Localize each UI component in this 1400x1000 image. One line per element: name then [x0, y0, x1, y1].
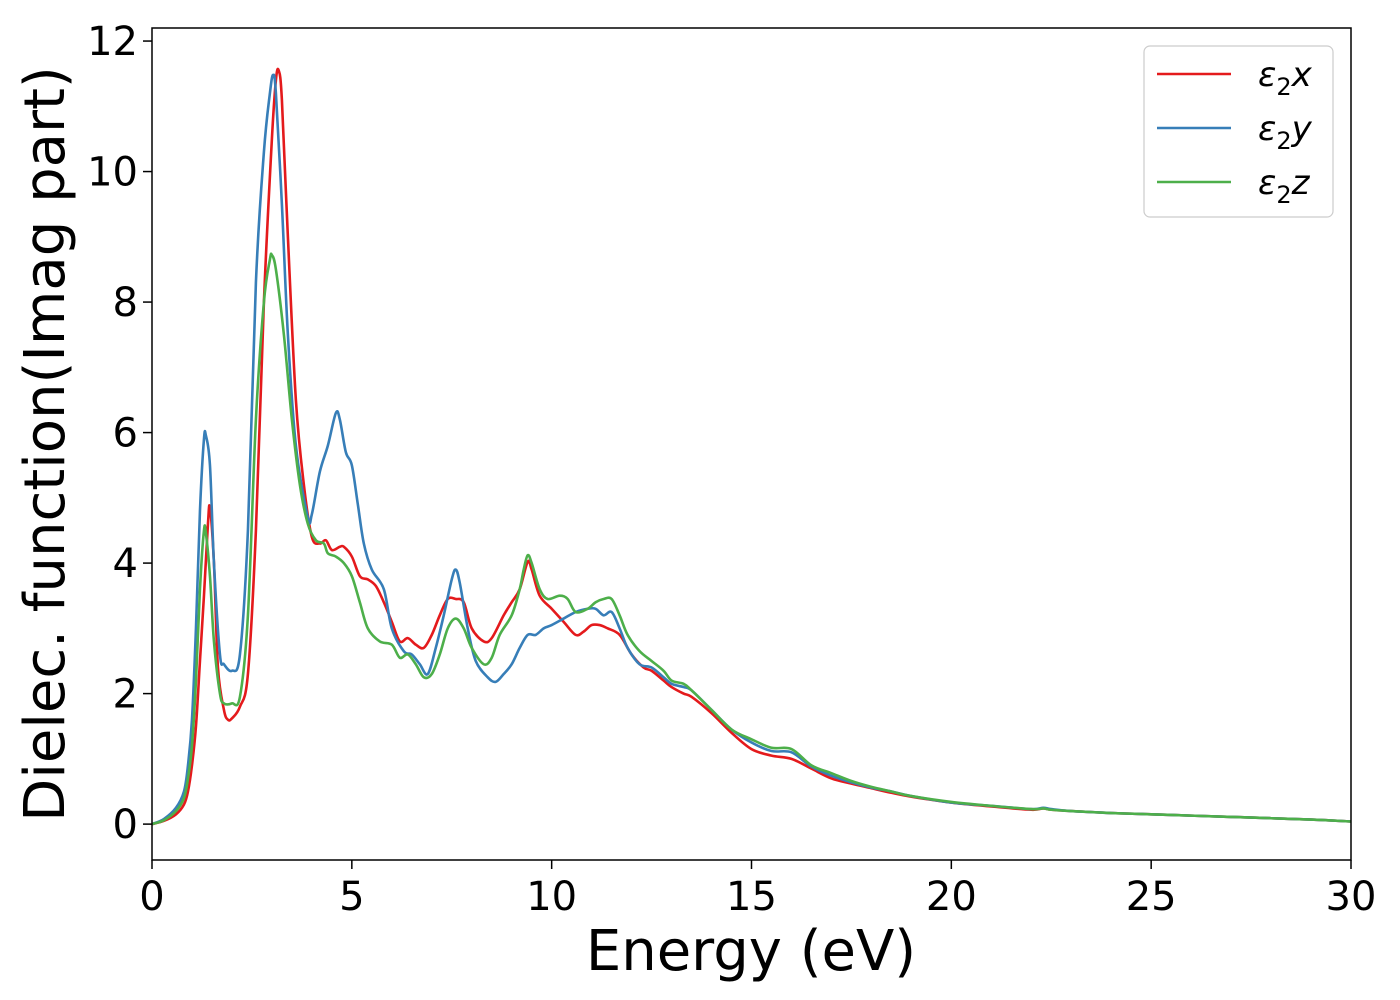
y-axis-ticks: 0 2 4 6 8 10 12	[87, 19, 152, 848]
legend-items: ε2x ε2y ε2z	[1157, 55, 1313, 209]
y-tick-label: 6	[113, 411, 138, 457]
series-line-eps2x	[152, 67, 1351, 826]
y-tick-label: 2	[113, 672, 138, 718]
x-tick-label: 20	[926, 874, 977, 920]
y-tick-label: 0	[113, 802, 138, 848]
x-tick-label: 0	[139, 874, 164, 920]
y-tick-label: 4	[113, 541, 138, 587]
series-layer	[152, 67, 1351, 826]
series-line-eps2z	[152, 252, 1351, 826]
x-axis-ticks: 0 5 10 15 20 25 30	[139, 860, 1376, 920]
x-tick-label: 30	[1326, 874, 1377, 920]
x-tick-label: 10	[526, 874, 577, 920]
legend-label-eps2x: ε2x	[1258, 55, 1313, 101]
x-axis-label: Energy (eV)	[586, 919, 916, 984]
series-line-eps2y	[152, 73, 1351, 826]
y-tick-label: 8	[113, 280, 138, 326]
x-tick-label: 5	[339, 874, 364, 920]
x-tick-label: 25	[1126, 874, 1177, 920]
y-tick-label: 10	[87, 150, 138, 196]
y-tick-label: 12	[87, 19, 138, 65]
x-tick-label: 15	[726, 874, 777, 920]
legend-box	[1143, 45, 1334, 218]
legend-label-eps2y: ε2y	[1258, 109, 1313, 155]
legend: ε2x ε2y ε2z	[1143, 45, 1334, 218]
y-axis-label: Dielec. function(Imag part)	[13, 66, 78, 822]
legend-label-eps2z: ε2z	[1258, 163, 1311, 209]
